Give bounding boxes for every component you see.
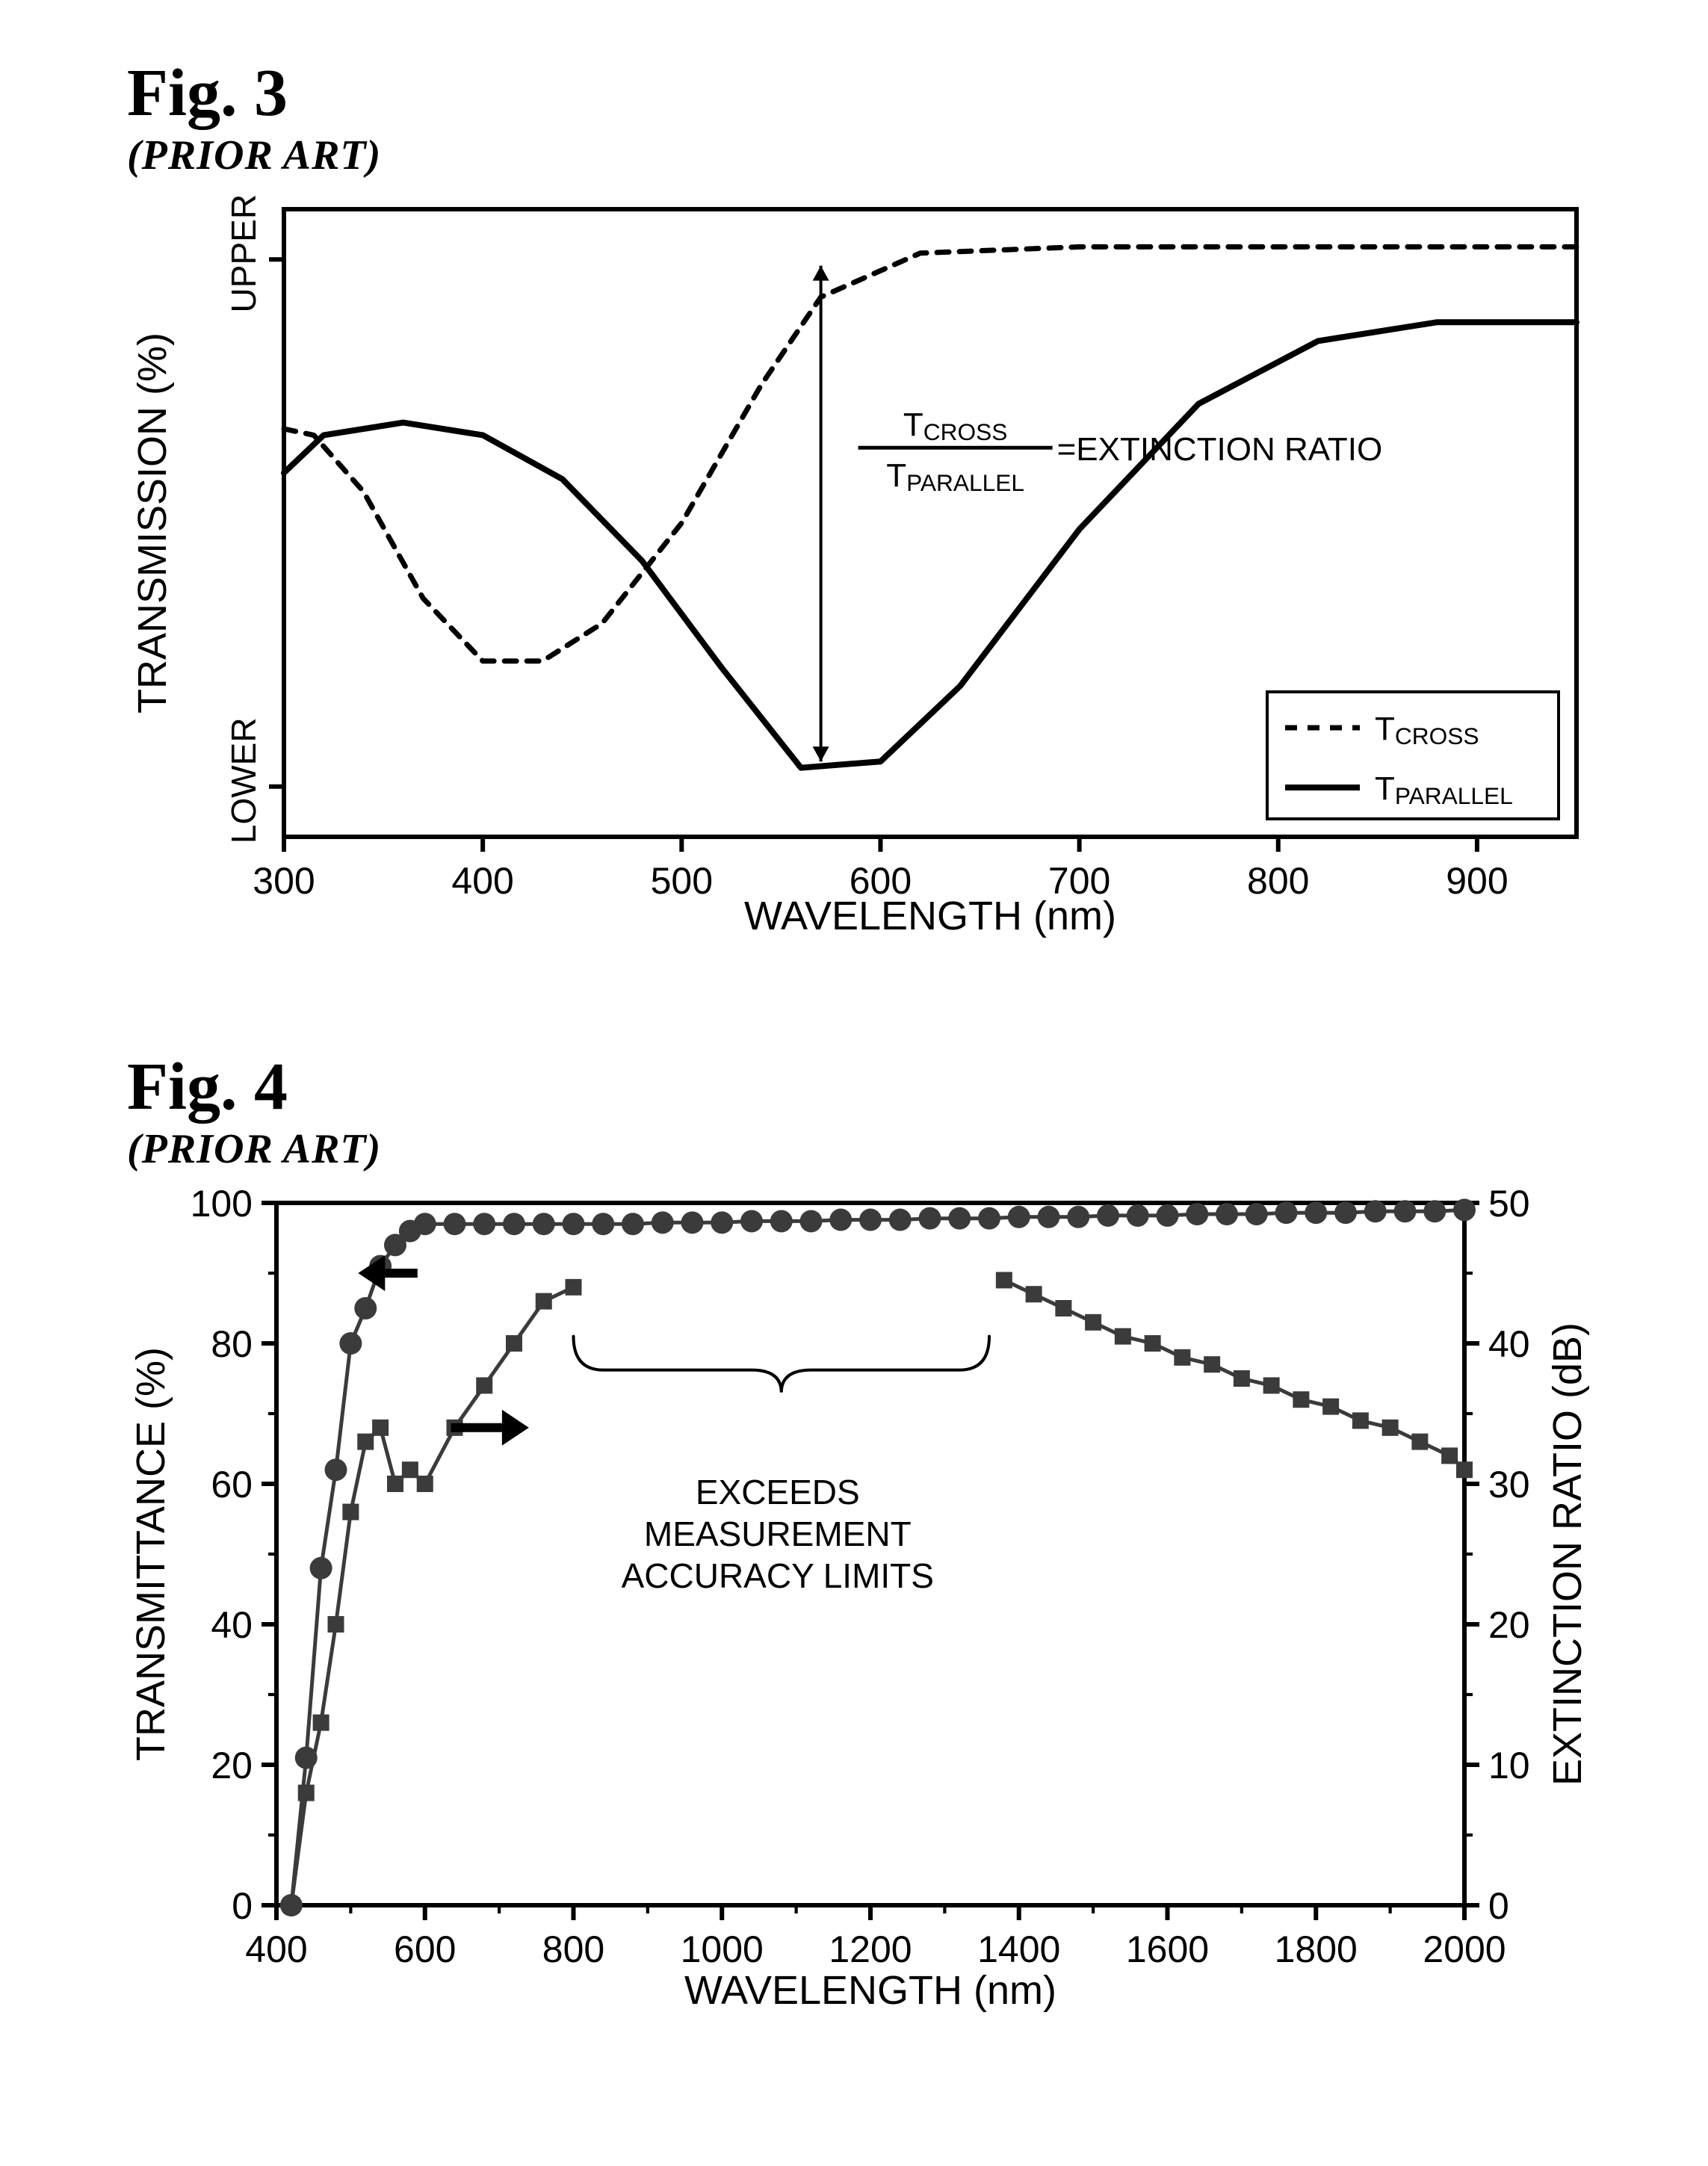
svg-text:2000: 2000 bbox=[1423, 1928, 1506, 1970]
svg-text:EXTINCTION RATIO (dB): EXTINCTION RATIO (dB) bbox=[1545, 1322, 1590, 1786]
svg-text:900: 900 bbox=[1446, 860, 1508, 902]
svg-text:EXCEEDS: EXCEEDS bbox=[696, 1473, 860, 1511]
svg-text:600: 600 bbox=[394, 1928, 456, 1970]
svg-text:UPPER: UPPER bbox=[224, 194, 263, 312]
svg-text:TPARALLEL: TPARALLEL bbox=[886, 457, 1024, 496]
svg-text:100: 100 bbox=[191, 1183, 253, 1225]
svg-text:40: 40 bbox=[1488, 1323, 1530, 1365]
svg-text:1000: 1000 bbox=[681, 1928, 764, 1970]
svg-text:20: 20 bbox=[211, 1745, 253, 1786]
figure-3-subtitle: (PRIOR ART) bbox=[127, 131, 1618, 179]
svg-text:20: 20 bbox=[1488, 1604, 1530, 1646]
svg-text:0: 0 bbox=[232, 1885, 253, 1927]
svg-text:TRANSMISSION (%): TRANSMISSION (%) bbox=[130, 332, 175, 714]
svg-text:40: 40 bbox=[211, 1604, 253, 1646]
figure-3-chart: 300400500600700800900LOWERUPPERWAVELENGT… bbox=[127, 179, 1606, 949]
svg-text:1400: 1400 bbox=[977, 1928, 1060, 1970]
svg-text:1800: 1800 bbox=[1275, 1928, 1358, 1970]
svg-text:ACCURACY LIMITS: ACCURACY LIMITS bbox=[622, 1556, 934, 1595]
svg-text:LOWER: LOWER bbox=[224, 717, 263, 844]
figure-4-title: Fig. 4 bbox=[127, 1053, 1618, 1121]
figure-3: Fig. 3 (PRIOR ART) 300400500600700800900… bbox=[127, 60, 1618, 949]
svg-text:80: 80 bbox=[211, 1323, 253, 1365]
svg-text:800: 800 bbox=[542, 1928, 604, 1970]
svg-text:0: 0 bbox=[1488, 1885, 1509, 1927]
svg-text:30: 30 bbox=[1488, 1464, 1530, 1506]
svg-text:=EXTINCTION RATIO: =EXTINCTION RATIO bbox=[1057, 431, 1383, 468]
svg-text:WAVELENGTH (nm): WAVELENGTH (nm) bbox=[744, 894, 1116, 938]
svg-text:MEASUREMENT: MEASUREMENT bbox=[644, 1514, 912, 1553]
svg-text:300: 300 bbox=[253, 860, 315, 902]
svg-text:10: 10 bbox=[1488, 1745, 1530, 1786]
svg-text:60: 60 bbox=[211, 1464, 253, 1506]
svg-text:1600: 1600 bbox=[1126, 1928, 1209, 1970]
svg-text:TRANSMITTANCE (%): TRANSMITTANCE (%) bbox=[129, 1347, 173, 1761]
svg-text:800: 800 bbox=[1247, 860, 1309, 902]
figure-4: Fig. 4 (PRIOR ART) 400600800100012001400… bbox=[127, 1053, 1618, 2025]
figure-4-subtitle: (PRIOR ART) bbox=[127, 1125, 1618, 1173]
svg-text:400: 400 bbox=[245, 1928, 307, 1970]
svg-text:TCROSS: TCROSS bbox=[903, 406, 1008, 445]
svg-text:50: 50 bbox=[1488, 1183, 1530, 1225]
svg-text:500: 500 bbox=[651, 860, 713, 902]
svg-text:WAVELENGTH (nm): WAVELENGTH (nm) bbox=[684, 1968, 1056, 2013]
svg-text:400: 400 bbox=[451, 860, 513, 902]
svg-text:1200: 1200 bbox=[829, 1928, 912, 1970]
figure-4-chart: 4006008001000120014001600180020000204060… bbox=[127, 1173, 1606, 2025]
figure-3-title: Fig. 3 bbox=[127, 60, 1618, 127]
